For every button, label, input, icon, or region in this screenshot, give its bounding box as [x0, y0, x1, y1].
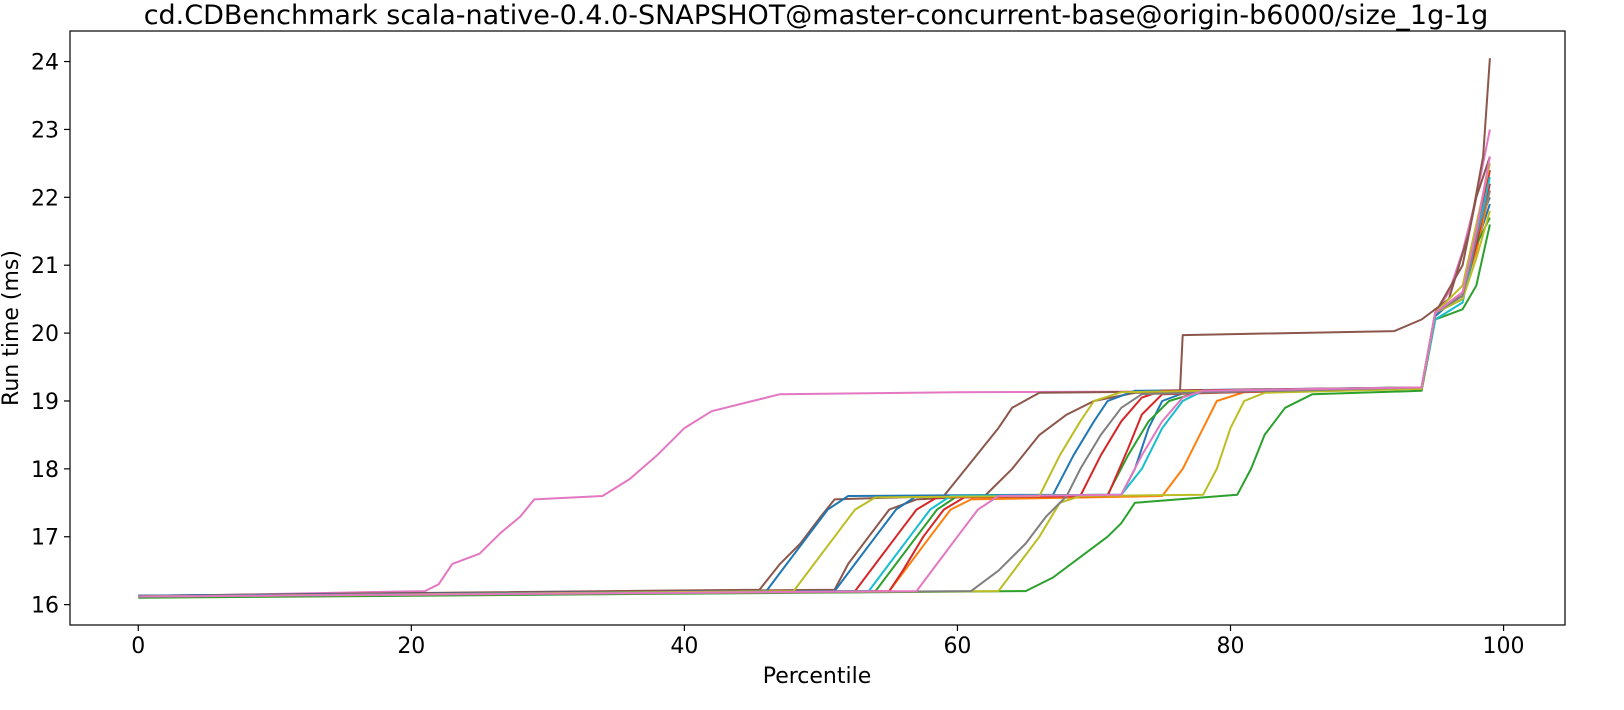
y-tick-label: 23	[31, 118, 59, 143]
series-line-9	[138, 170, 1491, 598]
x-tick-label: 100	[1483, 634, 1525, 659]
y-tick-label: 17	[31, 526, 59, 551]
y-axis: 16 17 18 19 20 21 22 23 24	[31, 51, 70, 619]
series-line-11	[138, 163, 1491, 598]
series-group	[138, 58, 1491, 599]
chart-title: cd.CDBenchmark scala-native-0.4.0-SNAPSH…	[144, 0, 1489, 31]
series-line-4	[138, 196, 1491, 598]
series-line-2	[138, 156, 1491, 597]
plot-frame	[69, 30, 1566, 626]
y-tick-label: 19	[31, 390, 59, 415]
x-tick-label: 20	[397, 634, 425, 659]
x-tick-label: 80	[1217, 634, 1245, 659]
series-line-12	[138, 210, 1491, 598]
y-tick-label: 16	[31, 594, 59, 619]
series-line-3	[138, 203, 1491, 597]
y-tick-label: 24	[31, 51, 59, 76]
series-line-10	[138, 176, 1491, 598]
series-line-13	[138, 190, 1491, 598]
x-tick-label: 60	[943, 634, 971, 659]
y-axis-label: Run time (ms)	[0, 250, 24, 406]
x-axis-label: Percentile	[763, 664, 872, 689]
series-line-6	[138, 224, 1491, 599]
x-tick-label: 0	[131, 634, 145, 659]
y-tick-label: 18	[31, 458, 59, 483]
x-axis: 0 20 40 60 80 100	[131, 625, 1525, 659]
plot-area	[69, 30, 1566, 626]
y-tick-label: 22	[31, 186, 59, 211]
series-line-14	[138, 156, 1491, 598]
y-tick-label: 20	[31, 322, 59, 347]
x-tick-label: 40	[670, 634, 698, 659]
y-tick-label: 21	[31, 254, 59, 279]
series-line-1	[138, 58, 1491, 597]
